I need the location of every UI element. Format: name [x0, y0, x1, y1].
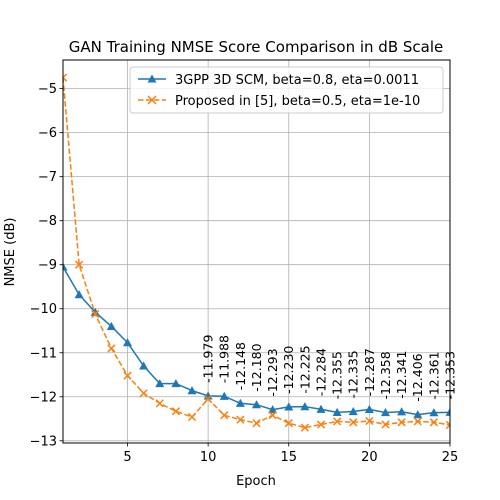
data-point-series-0: [397, 407, 407, 416]
data-label: -11.979: [201, 335, 216, 383]
series-1: [63, 73, 450, 432]
x-tick-label: 20: [361, 450, 378, 465]
x-tick-label: 10: [200, 450, 217, 465]
data-point-series-1: [445, 420, 450, 430]
data-point-series-0: [381, 408, 390, 417]
legend-label-series-1: Proposed in [5], beta=0.5, eta=1e-10: [175, 94, 420, 109]
x-tick-label: 5: [123, 450, 131, 465]
data-point-series-0: [219, 391, 229, 400]
data-point-series-1: [236, 415, 245, 424]
data-point-series-0: [74, 290, 84, 299]
data-point-series-1: [63, 73, 68, 82]
data-label: -11.988: [217, 335, 232, 383]
data-label: -12.230: [281, 346, 296, 394]
data-point-series-1: [349, 418, 358, 427]
data-label: -12.361: [426, 351, 441, 399]
legend: 3GPP 3D SCM, beta=0.8, eta=0.0011 Propos…: [129, 66, 444, 114]
y-tick-label: −5: [38, 82, 57, 97]
data-point-series-0: [445, 407, 450, 416]
data-point-series-0: [316, 404, 326, 413]
data-point-series-0: [300, 402, 310, 411]
data-point-series-1: [187, 412, 197, 422]
data-label: -12.287: [362, 348, 377, 396]
data-point-series-1: [413, 417, 422, 426]
data-label: -12.293: [265, 348, 280, 396]
axis-ticks: 5 10 15 20 25 −13 −12 −11 −10 −9 −8 −7 −6 −5: [30, 82, 459, 465]
data-point-series-1: [332, 417, 342, 426]
data-point-series-0: [348, 407, 358, 416]
data-point-series-1: [300, 423, 310, 432]
series-layer: [63, 73, 450, 432]
data-label: -12.225: [297, 345, 312, 393]
x-axis-title: Epoch: [236, 474, 276, 489]
legend-marker-series-0: [147, 74, 157, 83]
y-tick-label: −12: [30, 390, 57, 405]
data-point-series-1: [284, 419, 293, 428]
data-point-series-1: [171, 407, 181, 416]
data-point-series-1: [268, 411, 277, 420]
data-point-series-1: [381, 420, 390, 429]
data-point-series-0: [63, 262, 68, 271]
legend-label-series-0: 3GPP 3D SCM, beta=0.8, eta=0.0011: [175, 73, 419, 88]
x-tick-label: 15: [280, 450, 297, 465]
data-point-series-1: [139, 389, 148, 398]
data-label: -12.284: [314, 348, 329, 396]
data-point-series-1: [429, 418, 439, 427]
y-tick-label: −8: [38, 214, 57, 229]
y-tick-label: −11: [30, 346, 57, 361]
data-point-series-1: [316, 420, 326, 429]
data-label: -12.358: [378, 351, 393, 399]
y-tick-label: −10: [30, 302, 57, 317]
data-point-series-1: [365, 416, 374, 426]
data-point-series-1: [74, 260, 84, 269]
data-point-series-0: [187, 386, 197, 395]
data-point-series-0: [284, 402, 294, 411]
data-point-series-0: [332, 407, 342, 417]
data-point-series-1: [123, 371, 132, 380]
legend-marker-series-1: [147, 95, 157, 105]
series-0: [63, 262, 450, 419]
x-tick-label: 25: [442, 450, 459, 465]
data-point-series-0: [235, 398, 245, 407]
data-point-series-0: [429, 408, 439, 417]
data-point-series-1: [91, 309, 100, 319]
data-label: -12.355: [330, 351, 345, 399]
data-label: -12.148: [233, 342, 248, 390]
data-point-series-0: [252, 400, 261, 409]
y-tick-label: −9: [38, 258, 57, 273]
data-point-series-1: [203, 394, 213, 404]
data-point-series-1: [155, 399, 164, 408]
data-label: -12.341: [394, 351, 409, 399]
data-point-series-0: [139, 361, 149, 370]
data-label: -12.406: [410, 353, 425, 401]
data-point-series-0: [123, 338, 132, 347]
data-point-series-1: [107, 344, 116, 353]
data-point-series-1: [220, 411, 229, 420]
data-label: -12.335: [346, 350, 361, 398]
data-label: -12.180: [249, 343, 264, 391]
data-point-series-0: [364, 404, 374, 414]
chart-title: GAN Training NMSE Score Comparison in dB…: [69, 38, 444, 56]
data-point-series-0: [171, 379, 181, 388]
plot-frame: [62, 59, 451, 444]
data-point-series-1: [397, 418, 406, 427]
annotation-layer: -11.979 -11.988 -12.148 -12.180 -12.293 -12.2…: [201, 335, 458, 402]
data-point-series-0: [268, 405, 278, 414]
y-axis-title: NMSE (dB): [3, 218, 18, 287]
data-point-series-0: [413, 410, 423, 419]
y-tick-label: −13: [30, 434, 57, 449]
data-point-series-1: [252, 419, 261, 428]
y-tick-label: −6: [38, 126, 57, 141]
data-point-series-0: [106, 321, 116, 330]
legend-box: [129, 66, 444, 114]
data-point-series-0: [155, 379, 165, 388]
y-tick-label: −7: [38, 170, 57, 185]
